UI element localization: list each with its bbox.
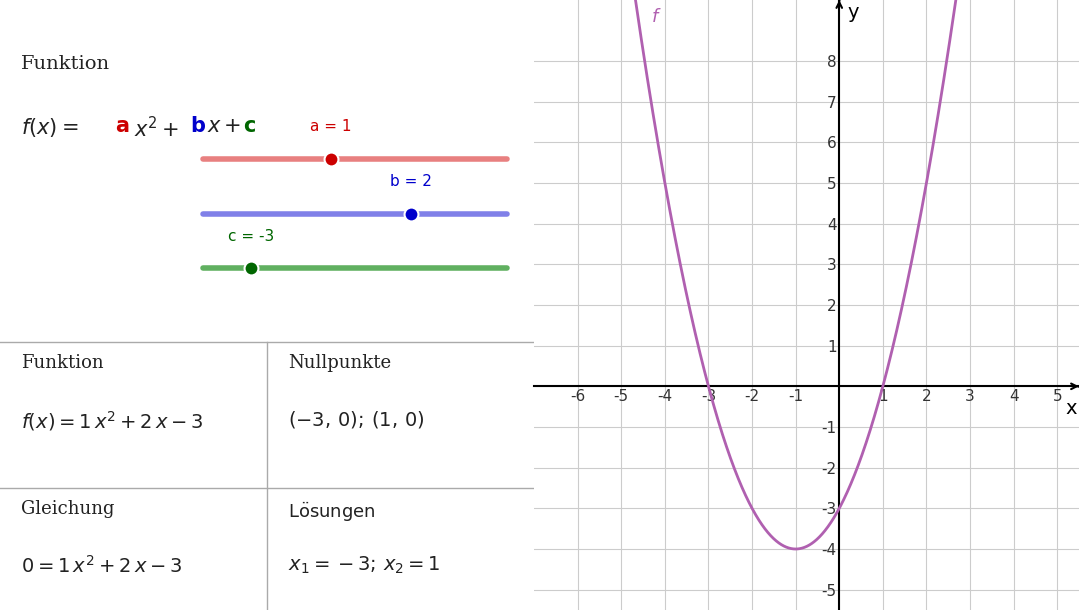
Text: $x_1 = -3;\,x_2 = 1$: $x_1 = -3;\,x_2 = 1$ xyxy=(288,555,441,576)
Text: x: x xyxy=(1065,400,1077,418)
Text: $f(x) = $: $f(x) = $ xyxy=(22,116,79,139)
Text: $f(x) = 1\,x^2 + 2\,x - 3$: $f(x) = 1\,x^2 + 2\,x - 3$ xyxy=(22,409,204,432)
Text: Nullpunkte: Nullpunkte xyxy=(288,354,392,372)
Text: c = -3: c = -3 xyxy=(228,229,274,244)
Text: Gleichung: Gleichung xyxy=(22,500,114,518)
Text: a = 1: a = 1 xyxy=(311,119,352,134)
Text: $0 = 1\,x^2 + 2\,x - 3$: $0 = 1\,x^2 + 2\,x - 3$ xyxy=(22,555,182,577)
Text: $\mathbf{c}$: $\mathbf{c}$ xyxy=(243,116,256,136)
Text: $(-3,\,0);\,(1,\,0)$: $(-3,\,0);\,(1,\,0)$ xyxy=(288,409,425,429)
Text: Funktion: Funktion xyxy=(22,55,110,73)
Text: y: y xyxy=(847,3,859,22)
Text: Funktion: Funktion xyxy=(22,354,104,372)
Text: b = 2: b = 2 xyxy=(391,174,433,189)
Text: $\mathbf{a}$: $\mathbf{a}$ xyxy=(114,116,129,136)
Text: $x^2 + $: $x^2 + $ xyxy=(134,116,179,141)
Text: f: f xyxy=(652,8,658,26)
Text: $\mathbf{b}$: $\mathbf{b}$ xyxy=(190,116,206,136)
Text: $\mathrm{L\ddot{o}sungen}$: $\mathrm{L\ddot{o}sungen}$ xyxy=(288,500,375,523)
Text: $x + $: $x + $ xyxy=(207,116,242,136)
